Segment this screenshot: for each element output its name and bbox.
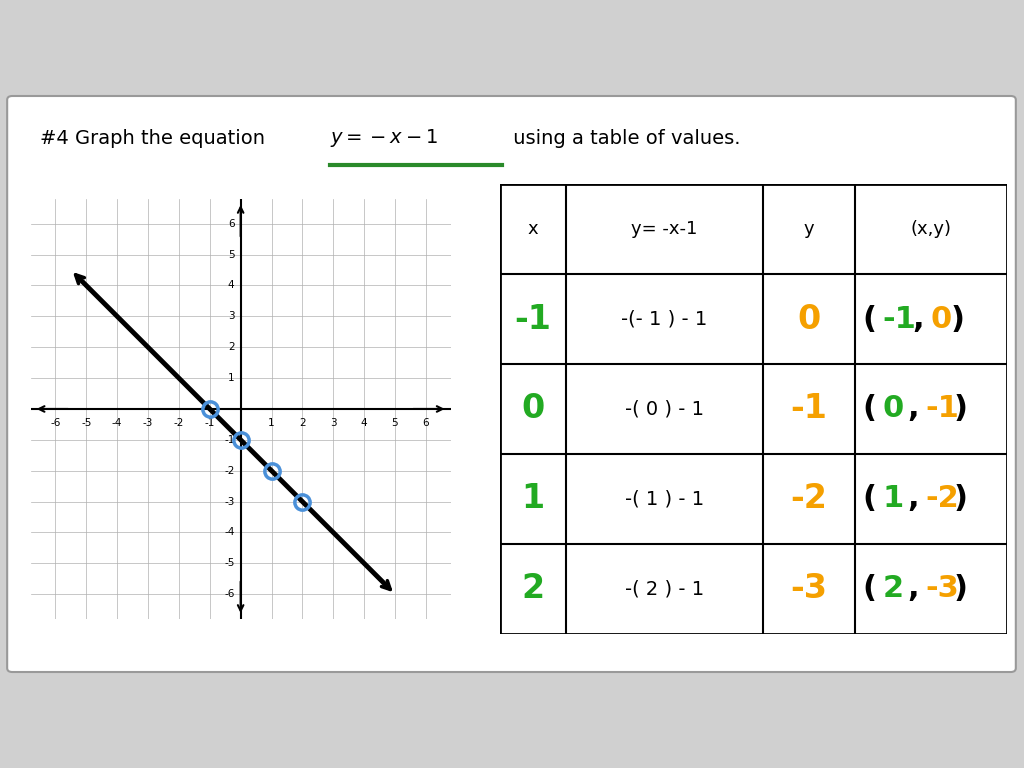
Text: 4: 4: [228, 280, 234, 290]
Text: y: y: [804, 220, 814, 238]
Text: x: x: [527, 220, 538, 238]
Text: 0: 0: [798, 303, 820, 336]
Text: ,: ,: [907, 574, 920, 603]
Text: -( 1 ) - 1: -( 1 ) - 1: [625, 489, 705, 508]
Text: 3: 3: [228, 311, 234, 321]
Text: 1: 1: [883, 485, 903, 513]
Text: -1: -1: [514, 303, 551, 336]
Text: (: (: [862, 395, 877, 423]
Text: 1: 1: [268, 419, 274, 429]
Text: 0: 0: [883, 395, 903, 423]
Text: 2: 2: [521, 572, 544, 605]
Text: 2: 2: [883, 574, 903, 603]
Text: (: (: [862, 485, 877, 513]
Text: ): ): [953, 574, 968, 603]
Text: 1: 1: [228, 373, 234, 383]
Text: -5: -5: [224, 558, 234, 568]
Text: ,: ,: [912, 305, 925, 333]
Text: (: (: [862, 574, 877, 603]
Text: -( 0 ) - 1: -( 0 ) - 1: [625, 399, 703, 419]
Text: ,: ,: [907, 485, 920, 513]
Text: (x,y): (x,y): [910, 220, 951, 238]
Text: -3: -3: [926, 574, 959, 603]
Text: 2: 2: [228, 343, 234, 353]
Text: $y = -x - 1$: $y = -x - 1$: [330, 127, 438, 149]
Text: y= -x-1: y= -x-1: [631, 220, 697, 238]
Text: -2: -2: [926, 485, 959, 513]
Text: -1: -1: [883, 305, 916, 333]
Text: 3: 3: [330, 419, 337, 429]
Text: -1: -1: [224, 435, 234, 445]
Text: -1: -1: [926, 395, 959, 423]
Text: -4: -4: [112, 419, 122, 429]
Text: (: (: [862, 305, 877, 333]
Text: 0: 0: [931, 305, 952, 333]
Text: 5: 5: [392, 419, 398, 429]
Text: ): ): [951, 305, 965, 333]
Text: ,: ,: [907, 395, 920, 423]
Text: 2: 2: [299, 419, 306, 429]
Text: -2: -2: [791, 482, 827, 515]
Text: ): ): [953, 485, 968, 513]
Text: #4 Graph the equation: #4 Graph the equation: [40, 129, 271, 147]
Text: 5: 5: [228, 250, 234, 260]
Text: 4: 4: [360, 419, 368, 429]
Text: using a table of values.: using a table of values.: [507, 129, 740, 147]
Text: 0: 0: [521, 392, 545, 425]
Text: -4: -4: [224, 528, 234, 538]
Text: -1: -1: [791, 392, 827, 425]
Text: -5: -5: [81, 419, 91, 429]
Text: -1: -1: [205, 419, 215, 429]
Text: 6: 6: [423, 419, 429, 429]
Text: 1: 1: [521, 482, 544, 515]
Text: -3: -3: [224, 497, 234, 507]
Text: -(- 1 ) - 1: -(- 1 ) - 1: [622, 310, 708, 329]
Text: 6: 6: [228, 219, 234, 229]
Text: -6: -6: [50, 419, 60, 429]
Text: -( 2 ) - 1: -( 2 ) - 1: [625, 579, 705, 598]
Text: -2: -2: [174, 419, 184, 429]
Text: -3: -3: [791, 572, 827, 605]
Text: -6: -6: [224, 589, 234, 599]
Text: ): ): [953, 395, 968, 423]
Text: -2: -2: [224, 465, 234, 475]
Text: -3: -3: [142, 419, 154, 429]
